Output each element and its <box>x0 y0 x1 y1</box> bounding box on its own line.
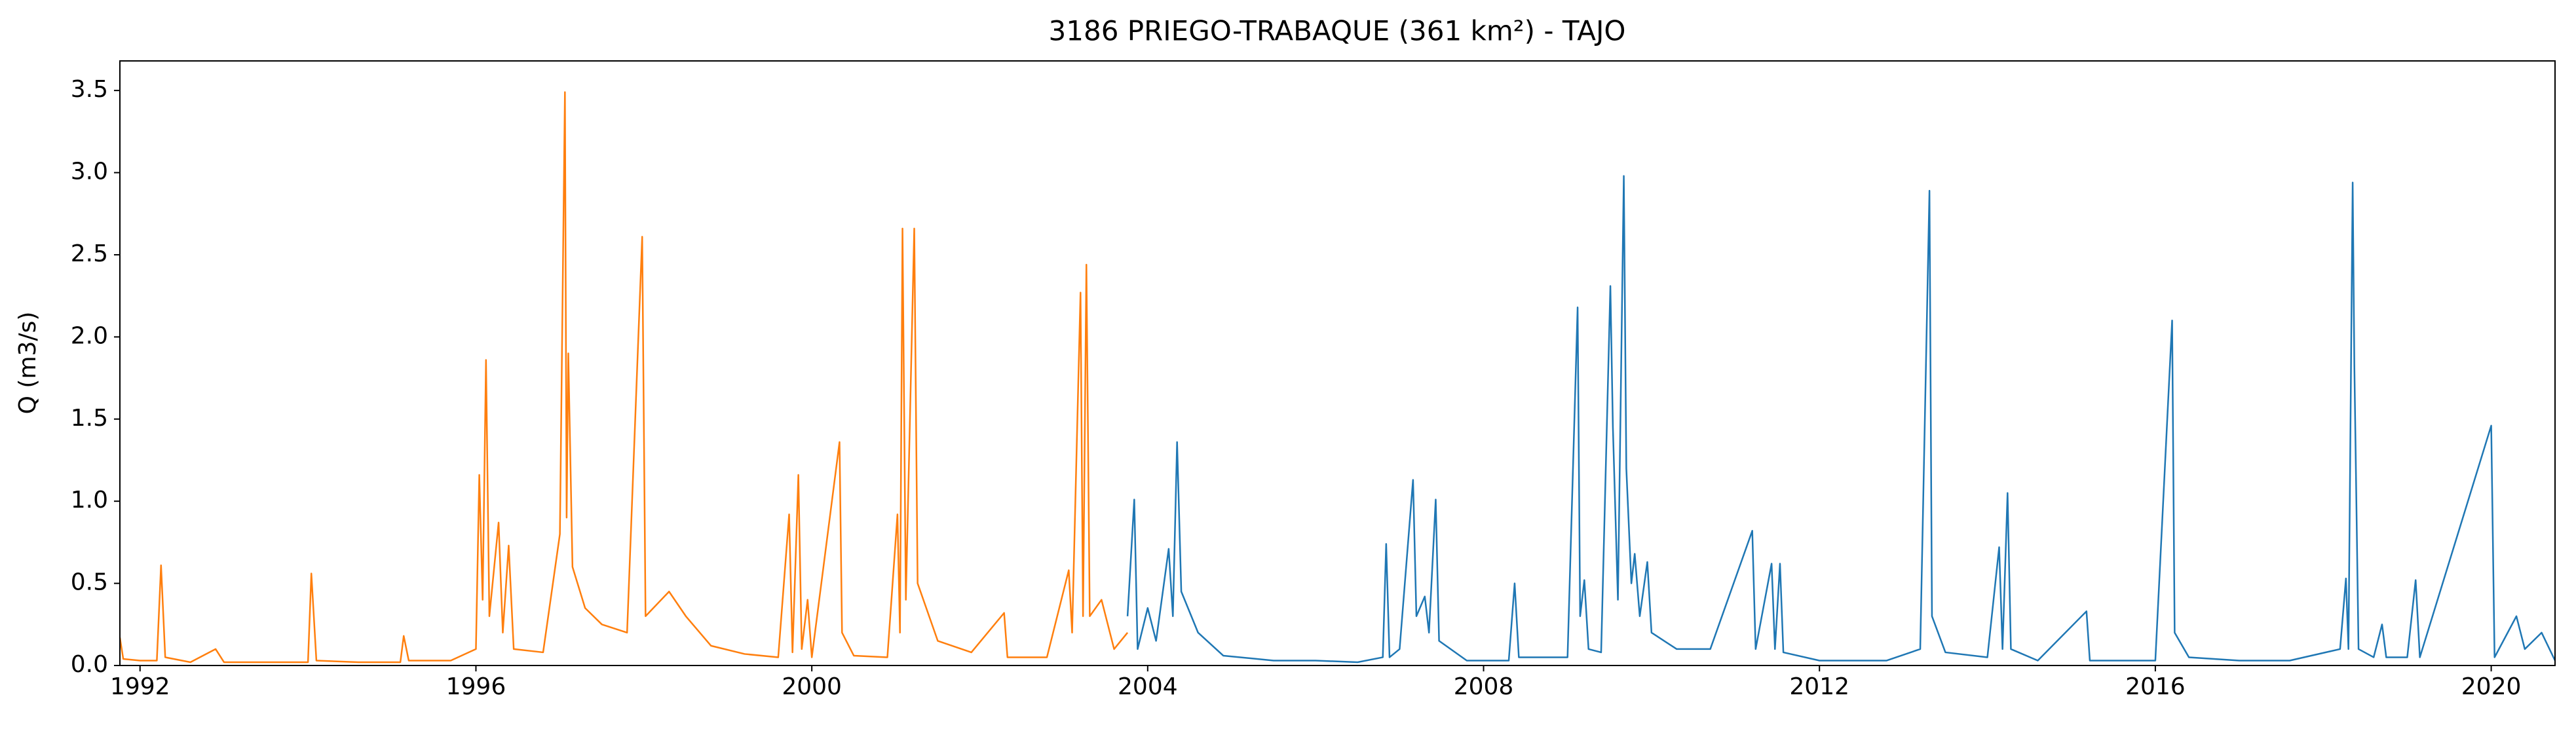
y-tick-label: 1.5 <box>71 405 108 432</box>
x-tick-label: 2012 <box>1789 673 1849 700</box>
x-tick-label: 2000 <box>782 673 842 700</box>
y-axis-label: Q (m3/s) <box>14 312 41 415</box>
y-tick-label: 3.0 <box>71 159 108 185</box>
series-line <box>1126 175 2556 664</box>
y-tick-label: 2.0 <box>71 322 108 349</box>
y-tick-label: 0.0 <box>71 651 108 678</box>
x-tick-label: 1996 <box>446 673 506 700</box>
x-tick-label: 2016 <box>2125 673 2186 700</box>
series-line <box>119 91 1129 664</box>
x-tick-label: 2004 <box>1118 673 1178 700</box>
plot-frame <box>119 60 2556 666</box>
y-tick-label: 1.0 <box>71 487 108 514</box>
chart-title: 3186 PRIEGO-TRABAQUE (361 km²) - TAJO <box>1049 15 1626 47</box>
y-tick-label: 3.5 <box>71 76 108 103</box>
x-tick-label: 2020 <box>2461 673 2522 700</box>
y-tick-label: 0.5 <box>71 569 108 596</box>
x-tick-label: 1992 <box>110 673 170 700</box>
y-tick-label: 2.5 <box>71 240 108 267</box>
x-tick-label: 2008 <box>1454 673 1514 700</box>
